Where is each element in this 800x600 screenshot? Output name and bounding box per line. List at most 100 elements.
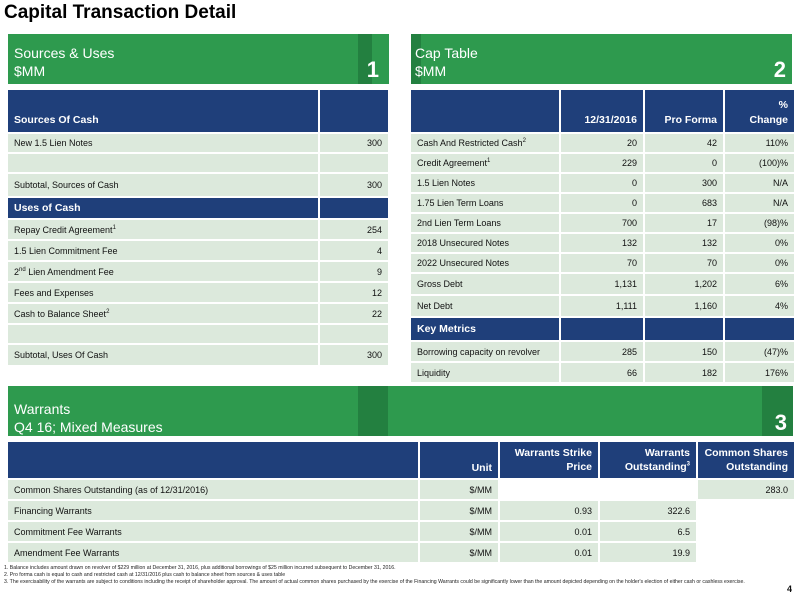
table-row-label (6, 323, 320, 345)
cell-2016: 229 (559, 152, 645, 174)
cell-outstanding (598, 478, 698, 501)
table-row-label: 1.5 Lien Notes (409, 172, 561, 194)
table-row-value: 300 (318, 343, 390, 367)
banner-title: Warrants (14, 401, 71, 417)
cell-pct-change: N/A (723, 172, 796, 194)
table-row-label: Financing Warrants (6, 499, 420, 522)
table-row-value (318, 323, 390, 345)
table-row-label: 1.75 Lien Term Loans (409, 192, 561, 214)
cell-outstanding: 322.6 (598, 499, 698, 522)
warrants-banner: Warrants Q4 16; Mixed Measures 3 (8, 386, 793, 436)
footnote: 2. Pro forma cash is equal to cash and r… (4, 571, 286, 578)
table-row-label: Cash And Restricted Cash2 (409, 132, 561, 154)
table-row-label: Fees and Expenses (6, 281, 320, 304)
cell-unit: $/MM (418, 499, 500, 522)
banner-subtitle: Q4 16; Mixed Measures (14, 419, 163, 435)
cell-common: 283.0 (696, 478, 796, 501)
footnote: 3. The exercisability of the warrants ar… (4, 578, 745, 585)
section-number: 3 (774, 410, 787, 435)
sources-uses-banner: Sources & Uses $MM 1 (8, 34, 389, 84)
sources-header: Sources Of Cash (6, 88, 320, 134)
cell-pct-change: N/A (723, 192, 796, 214)
cell-unit: $/MM (418, 478, 500, 501)
cell-2016: 132 (559, 232, 645, 254)
table-row-label: Common Shares Outstanding (as of 12/31/2… (6, 478, 420, 501)
cell-pct-change: 0% (723, 232, 796, 254)
table-row-label: Amendment Fee Warrants (6, 541, 420, 564)
cell-pct-change: 110% (723, 132, 796, 154)
cell-pct-change: 0% (723, 252, 796, 274)
table-row-label: Commitment Fee Warrants (6, 520, 420, 543)
table-row-label: Repay Credit Agreement1 (6, 218, 320, 241)
cell-strike: 0.01 (498, 541, 600, 564)
table-row-label: Subtotal, Uses Of Cash (6, 343, 320, 367)
table-row-label: Gross Debt (409, 272, 561, 296)
table-row-value: 254 (318, 218, 390, 241)
cell-pro-forma: 70 (643, 252, 725, 274)
table-row-label: 2022 Unsecured Notes (409, 252, 561, 274)
col-header-strike: Warrants Strike Price (498, 440, 600, 480)
table-row-value: 22 (318, 302, 390, 325)
cap-table: 12/31/2016 Pro Forma % Change Cash And Re… (409, 88, 796, 384)
cap-table-banner: Cap Table $MM 2 (411, 34, 792, 84)
table-row-label: 2nd Lien Amendment Fee (6, 260, 320, 283)
banner-title: Cap Table (415, 45, 478, 61)
col-header-common: Common Shares Outstanding (696, 440, 796, 480)
cell-pct-change: 4% (723, 294, 796, 318)
table-row-value: 4 (318, 239, 390, 262)
cell-strike: 0.01 (498, 520, 600, 543)
cell-pct-change: (98)% (723, 212, 796, 234)
cell-pro-forma: 0 (643, 152, 725, 174)
cell-2016: 700 (559, 212, 645, 234)
table-row-label (6, 152, 320, 174)
table-row-label: 2018 Unsecured Notes (409, 232, 561, 254)
table-row-label: 1.5 Lien Commitment Fee (6, 239, 320, 262)
cell-strike (498, 478, 600, 501)
cell-common (696, 520, 796, 543)
banner-subtitle: $MM (415, 63, 447, 79)
cell-unit: $/MM (418, 520, 500, 543)
cell-2016: 0 (559, 172, 645, 194)
cell-common (696, 499, 796, 522)
table-row-label: Credit Agreement1 (409, 152, 561, 174)
table-row-label: Cash to Balance Sheet2 (6, 302, 320, 325)
col-header-pro-forma: Pro Forma (643, 88, 725, 134)
key-metrics-header: Key Metrics (409, 316, 561, 342)
table-row-value: 12 (318, 281, 390, 304)
cell-unit: $/MM (418, 541, 500, 564)
cell-common (696, 541, 796, 564)
cell-pro-forma: 683 (643, 192, 725, 214)
cell-2016: 1,131 (559, 272, 645, 296)
table-row-value: 9 (318, 260, 390, 283)
banner-subtitle: $MM (14, 63, 46, 79)
col-header-outstanding: Warrants Outstanding3 (598, 440, 698, 480)
table-row-value: 300 (318, 132, 390, 154)
table-row-label: 2nd Lien Term Loans (409, 212, 561, 234)
cell-pro-forma: 1,160 (643, 294, 725, 318)
cell-pro-forma: 1,202 (643, 272, 725, 296)
col-header-pct-change: % Change (723, 88, 796, 134)
footnote: 1. Balance includes amount drawn on revo… (4, 565, 396, 571)
section-number: 1 (366, 57, 379, 82)
cell-pro-forma: 150 (643, 340, 725, 363)
cell-2016: 20 (559, 132, 645, 154)
sources-uses-table: Sources Of Cash New 1.5 Lien Notes 300 S… (6, 88, 390, 367)
cell-2016: 1,111 (559, 294, 645, 318)
cell-2016: 66 (559, 361, 645, 384)
cell-2016: 0 (559, 192, 645, 214)
banner-title: Sources & Uses (14, 45, 115, 61)
table-row-label: Borrowing capacity on revolver (409, 340, 561, 363)
cell-pro-forma: 132 (643, 232, 725, 254)
cell-strike: 0.93 (498, 499, 600, 522)
table-row-label: Net Debt (409, 294, 561, 318)
col-header-date: 12/31/2016 (559, 88, 645, 134)
cell-2016: 70 (559, 252, 645, 274)
section-number: 2 (773, 57, 786, 82)
cell-pct-change: (100)% (723, 152, 796, 174)
table-row-value (318, 152, 390, 174)
page-title: Capital Transaction Detail (4, 2, 237, 23)
cell-pct-change: (47)% (723, 340, 796, 363)
table-row-value: 300 (318, 172, 390, 198)
table-row-label: New 1.5 Lien Notes (6, 132, 320, 154)
cell-pro-forma: 182 (643, 361, 725, 384)
